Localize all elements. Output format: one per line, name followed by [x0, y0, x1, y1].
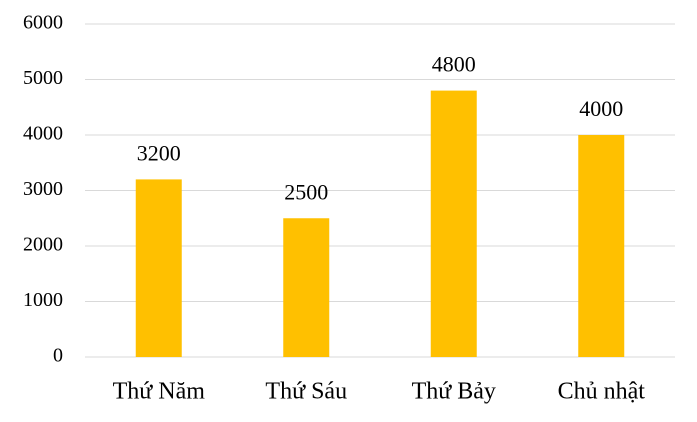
data-label: 4800 [432, 52, 476, 77]
data-label: 3200 [137, 140, 181, 165]
y-tick-label: 0 [53, 345, 63, 367]
data-label: 4000 [579, 96, 623, 121]
y-tick-label: 1000 [23, 289, 63, 311]
x-tick-label: Thứ Năm [113, 379, 206, 405]
bar [135, 179, 182, 357]
bar [283, 218, 330, 357]
bar [578, 135, 625, 357]
data-label: 2500 [284, 179, 328, 204]
x-tick-label: Thứ Bảy [412, 379, 496, 405]
y-tick-label: 6000 [23, 12, 63, 34]
y-tick-label: 3000 [23, 178, 63, 200]
y-tick-label: 5000 [23, 67, 63, 89]
x-tick-label: Thứ Sáu [265, 379, 347, 405]
bar [430, 90, 477, 357]
y-tick-label: 2000 [23, 234, 63, 256]
x-tick-label: Chủ nhật [558, 379, 646, 405]
y-tick-label: 4000 [23, 123, 63, 145]
